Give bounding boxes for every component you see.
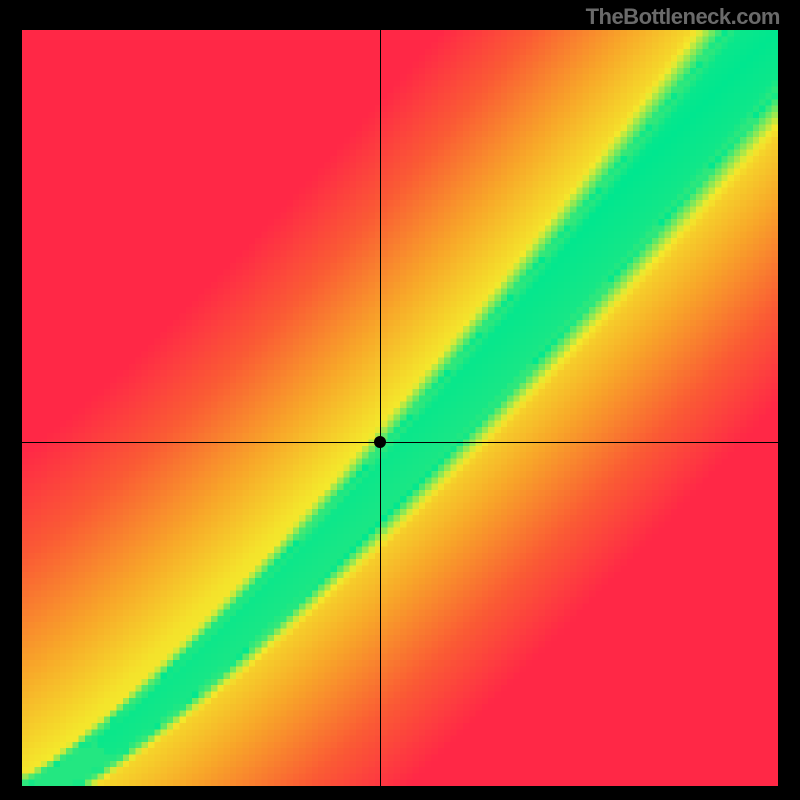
watermark-text: TheBottleneck.com xyxy=(586,4,780,30)
crosshair-horizontal xyxy=(22,442,778,443)
bottleneck-heatmap xyxy=(22,30,778,786)
crosshair-marker[interactable] xyxy=(374,436,386,448)
chart-container: TheBottleneck.com xyxy=(0,0,800,800)
plot-area xyxy=(22,30,778,786)
crosshair-vertical xyxy=(380,30,381,786)
